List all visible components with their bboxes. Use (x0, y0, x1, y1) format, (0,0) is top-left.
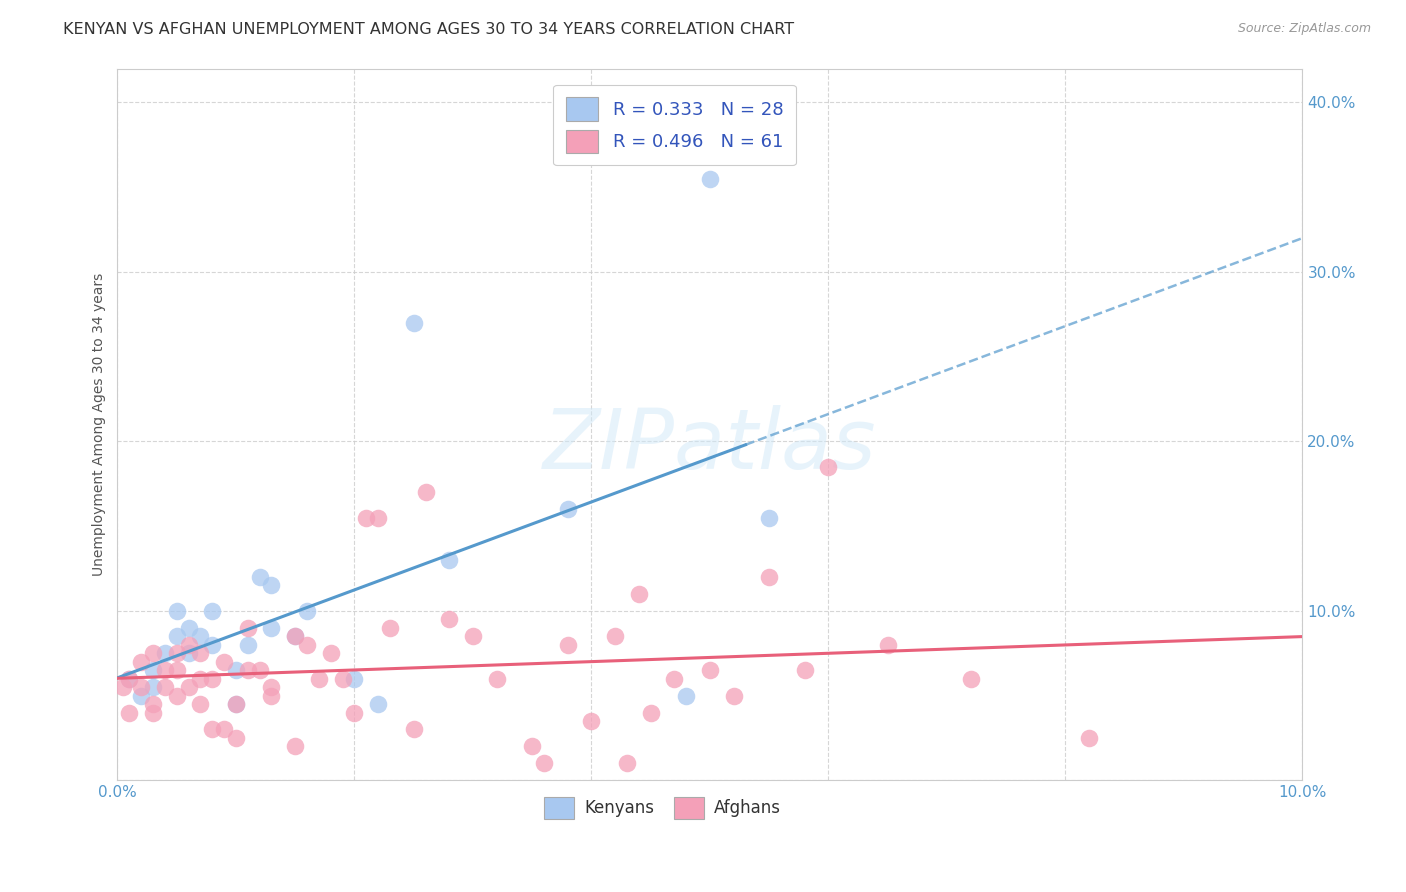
Point (343, 672, 366, 686)
Point (142, 663, 165, 677)
Text: KENYAN VS AFGHAN UNEMPLOYMENT AMONG AGES 30 TO 34 YEARS CORRELATION CHART: KENYAN VS AFGHAN UNEMPLOYMENT AMONG AGES… (63, 22, 794, 37)
Point (439, 612, 461, 626)
Point (758, 570, 780, 584)
Legend: Kenyans, Afghans: Kenyans, Afghans (537, 790, 787, 825)
Point (367, 697, 389, 711)
Point (260, 578, 283, 592)
Point (723, 689, 745, 703)
Point (201, 638, 224, 652)
Point (190, 697, 212, 711)
Point (236, 663, 259, 677)
Point (260, 680, 283, 694)
Point (142, 680, 165, 694)
Point (129, 655, 152, 669)
Point (166, 689, 188, 703)
Point (249, 570, 271, 584)
Point (177, 680, 200, 694)
Point (557, 638, 579, 652)
Point (295, 604, 318, 618)
Point (415, 485, 437, 500)
Point (190, 629, 212, 643)
Point (225, 697, 247, 711)
Point (284, 629, 307, 643)
Point (142, 697, 165, 711)
Point (343, 706, 366, 720)
Point (485, 672, 508, 686)
Point (284, 739, 307, 754)
Point (664, 672, 686, 686)
Y-axis label: Unemployment Among Ages 30 to 34 years: Unemployment Among Ages 30 to 34 years (93, 273, 107, 576)
Point (260, 689, 283, 703)
Point (153, 680, 176, 694)
Point (876, 638, 898, 652)
Point (177, 621, 200, 635)
Point (236, 638, 259, 652)
Point (201, 604, 224, 618)
Point (260, 621, 283, 635)
Point (367, 510, 389, 524)
Point (142, 706, 165, 720)
Point (319, 646, 342, 660)
Point (640, 706, 662, 720)
Text: Source: ZipAtlas.com: Source: ZipAtlas.com (1237, 22, 1371, 36)
Point (118, 672, 141, 686)
Point (699, 171, 721, 186)
Point (212, 655, 235, 669)
Point (177, 638, 200, 652)
Point (142, 646, 165, 660)
Point (402, 316, 425, 330)
Point (212, 723, 235, 737)
Point (190, 672, 212, 686)
Point (308, 672, 330, 686)
Point (118, 706, 141, 720)
Point (356, 510, 378, 524)
Point (166, 646, 188, 660)
Point (461, 629, 484, 643)
Point (332, 672, 354, 686)
Point (129, 689, 152, 703)
Text: ZIPatlas: ZIPatlas (543, 405, 877, 486)
Point (201, 723, 224, 737)
Point (1078, 731, 1101, 745)
Point (522, 739, 544, 754)
Point (793, 663, 815, 677)
Point (166, 629, 188, 643)
Point (699, 663, 721, 677)
Point (201, 672, 224, 686)
Point (236, 621, 259, 635)
Point (378, 621, 401, 635)
Point (627, 587, 650, 601)
Point (225, 697, 247, 711)
Point (153, 663, 176, 677)
Point (166, 663, 188, 677)
Point (581, 714, 603, 728)
Point (959, 672, 981, 686)
Point (284, 629, 307, 643)
Point (758, 510, 780, 524)
Point (225, 731, 247, 745)
Point (153, 646, 176, 660)
Point (295, 638, 318, 652)
Point (118, 672, 141, 686)
Point (190, 646, 212, 660)
Point (439, 553, 461, 567)
Point (166, 604, 188, 618)
Point (616, 756, 638, 771)
Point (112, 680, 135, 694)
Point (675, 689, 697, 703)
Point (533, 756, 555, 771)
Point (177, 646, 200, 660)
Point (402, 723, 425, 737)
Point (249, 663, 271, 677)
Point (605, 629, 627, 643)
Point (225, 663, 247, 677)
Point (557, 502, 579, 516)
Point (129, 680, 152, 694)
Point (817, 459, 839, 474)
